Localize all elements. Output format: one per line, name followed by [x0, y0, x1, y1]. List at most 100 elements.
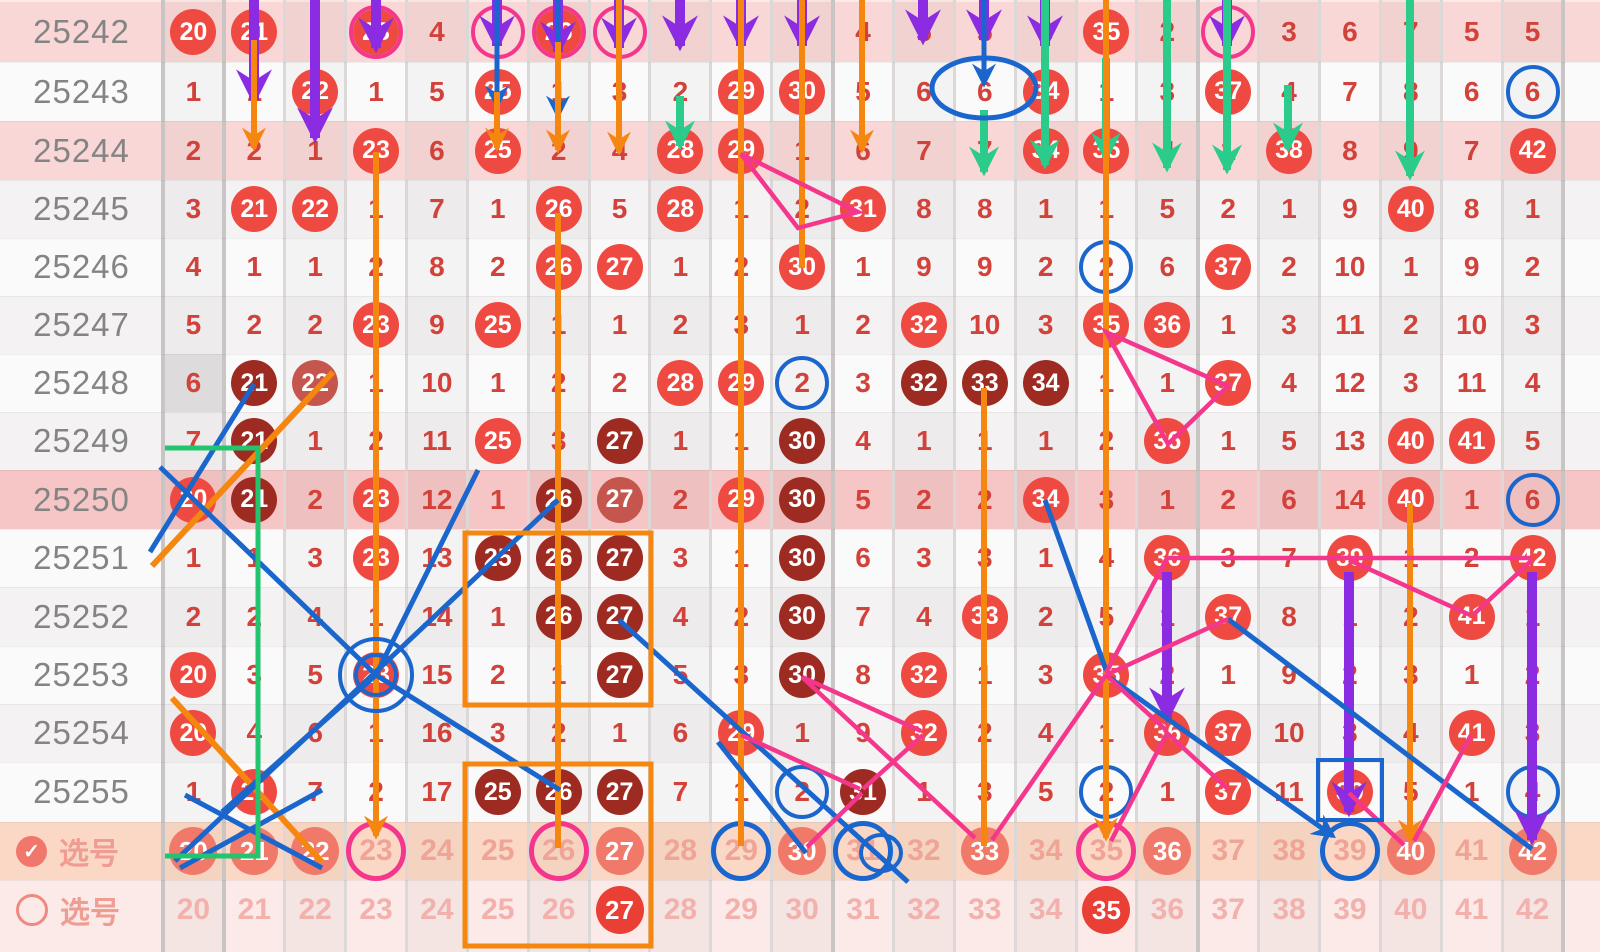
miss-count: 8	[1463, 193, 1480, 224]
hit-circle: 27	[596, 535, 643, 581]
number-cell: 7	[1380, 2, 1441, 62]
number-cell: 32	[893, 646, 954, 704]
number-cell: 1	[954, 412, 1015, 470]
hit-circle: 30	[779, 418, 826, 464]
select-number-42[interactable]: 42	[1502, 880, 1563, 940]
select-number-40[interactable]: 40	[1380, 822, 1441, 880]
number-cell: 6	[1502, 470, 1563, 529]
number-cell: 22	[285, 180, 346, 238]
select-number-22[interactable]: 22	[285, 880, 346, 940]
select-number-41[interactable]: 41	[1441, 880, 1502, 940]
select-number-37[interactable]: 37	[1198, 822, 1259, 880]
select-number-32[interactable]: 32	[893, 822, 954, 880]
number-cell: 3	[1259, 296, 1320, 354]
select-number-24[interactable]: 24	[406, 880, 467, 940]
select-number-30[interactable]: 30	[772, 880, 833, 940]
select-number-21[interactable]: 21	[224, 822, 285, 880]
select-number-33[interactable]: 33	[954, 822, 1015, 880]
select-number-31[interactable]: 31	[833, 880, 894, 940]
select-number-39[interactable]: 39	[1319, 821, 1381, 881]
hit-circle: 23	[353, 9, 400, 55]
select-number-23[interactable]: 23	[346, 821, 407, 881]
number-cell: 12	[406, 470, 467, 529]
number-cell: 1	[285, 412, 346, 470]
select-number-24[interactable]: 24	[406, 822, 467, 880]
select-number-38[interactable]: 38	[1259, 880, 1320, 940]
select-number-31[interactable]: 31	[832, 821, 894, 881]
select-number-27[interactable]: 27	[589, 822, 650, 880]
select-number-36[interactable]: 36	[1137, 880, 1198, 940]
miss-count: 4	[1524, 776, 1541, 807]
number-cell: 30	[772, 646, 833, 704]
miss-count: 3	[672, 542, 689, 573]
miss-count: 10	[421, 367, 453, 398]
check-circle-icon[interactable]: ✓	[16, 835, 47, 867]
select-number-42[interactable]: 42	[1502, 822, 1563, 880]
miss-count: 1	[672, 425, 689, 456]
select-number-20[interactable]: 20	[163, 822, 224, 880]
select-number-22[interactable]: 22	[285, 822, 346, 880]
number-cell: 8	[1259, 587, 1320, 646]
select-number-27[interactable]: 27	[589, 880, 650, 940]
hit-circle: 29	[718, 127, 765, 174]
number-cell: 5	[285, 646, 346, 704]
hit-circle: 30	[779, 68, 826, 115]
select-number-25[interactable]: 25	[467, 880, 528, 940]
number-cell: 2	[772, 354, 833, 412]
number-cell: 21	[224, 354, 285, 412]
select-number-21[interactable]: 21	[224, 880, 285, 940]
number-cell: 2	[528, 354, 589, 412]
number-cell: 27	[589, 529, 650, 587]
miss-count: 7	[429, 193, 445, 224]
hit-circle: 40	[1387, 476, 1434, 523]
select-number-33[interactable]: 33	[954, 880, 1015, 940]
miss-count: 2	[1403, 600, 1419, 632]
select-number-35[interactable]: 35	[1076, 880, 1137, 940]
number-cell: 14	[1320, 470, 1381, 529]
select-number-36[interactable]: 36	[1137, 822, 1198, 880]
number-cell: 4	[833, 412, 894, 470]
select-number-26[interactable]: 26	[528, 821, 589, 881]
select-number-39[interactable]: 39	[1320, 880, 1381, 940]
miss-count: 2	[733, 600, 750, 632]
number-cell: 4	[1259, 62, 1320, 121]
miss-count: 14	[421, 600, 453, 632]
select-number-29[interactable]: 29	[711, 821, 772, 881]
number-cell: 2	[1502, 238, 1563, 296]
select-number-25[interactable]: 25	[467, 822, 528, 880]
selectable-number: 40	[1394, 893, 1428, 926]
select-number-32[interactable]: 32	[893, 880, 954, 940]
number-cell: 1	[1198, 412, 1259, 470]
select-number-41[interactable]: 41	[1441, 822, 1502, 880]
number-cell: 2	[1076, 412, 1137, 470]
select-number-37[interactable]: 37	[1198, 880, 1259, 940]
select-number-20[interactable]: 20	[163, 880, 224, 940]
number-cell: 23	[346, 2, 407, 62]
selectable-number: 24	[420, 893, 454, 926]
number-cell: 12	[1320, 354, 1381, 412]
miss-count: 5	[1037, 776, 1054, 807]
circle-outline-icon[interactable]	[16, 894, 48, 926]
number-cell: 2	[893, 470, 954, 529]
select-number-23[interactable]: 23	[346, 880, 407, 940]
number-cell: 7	[893, 121, 954, 180]
number-cell: 3	[893, 529, 954, 587]
select-number-34[interactable]: 34	[1015, 880, 1076, 940]
select-number-26[interactable]: 26	[528, 880, 589, 940]
hit-circle: 23	[353, 535, 400, 581]
number-cell: 1	[1076, 704, 1137, 762]
select-number-40[interactable]: 40	[1380, 880, 1441, 940]
number-cell: 1	[285, 238, 346, 296]
select-number-34[interactable]: 34	[1015, 822, 1076, 880]
select-number-35[interactable]: 35	[1076, 821, 1137, 881]
number-cell: 28	[650, 180, 711, 238]
miss-count: 1	[1037, 193, 1054, 224]
hit-circle: 39	[1326, 535, 1373, 581]
select-number-38[interactable]: 38	[1259, 822, 1320, 880]
miss-count: 1	[611, 717, 628, 748]
select-number-28[interactable]: 28	[650, 880, 711, 940]
select-number-29[interactable]: 29	[711, 880, 772, 940]
miss-count: 1	[246, 75, 263, 107]
select-number-30[interactable]: 30	[772, 822, 833, 880]
select-number-28[interactable]: 28	[650, 822, 711, 880]
